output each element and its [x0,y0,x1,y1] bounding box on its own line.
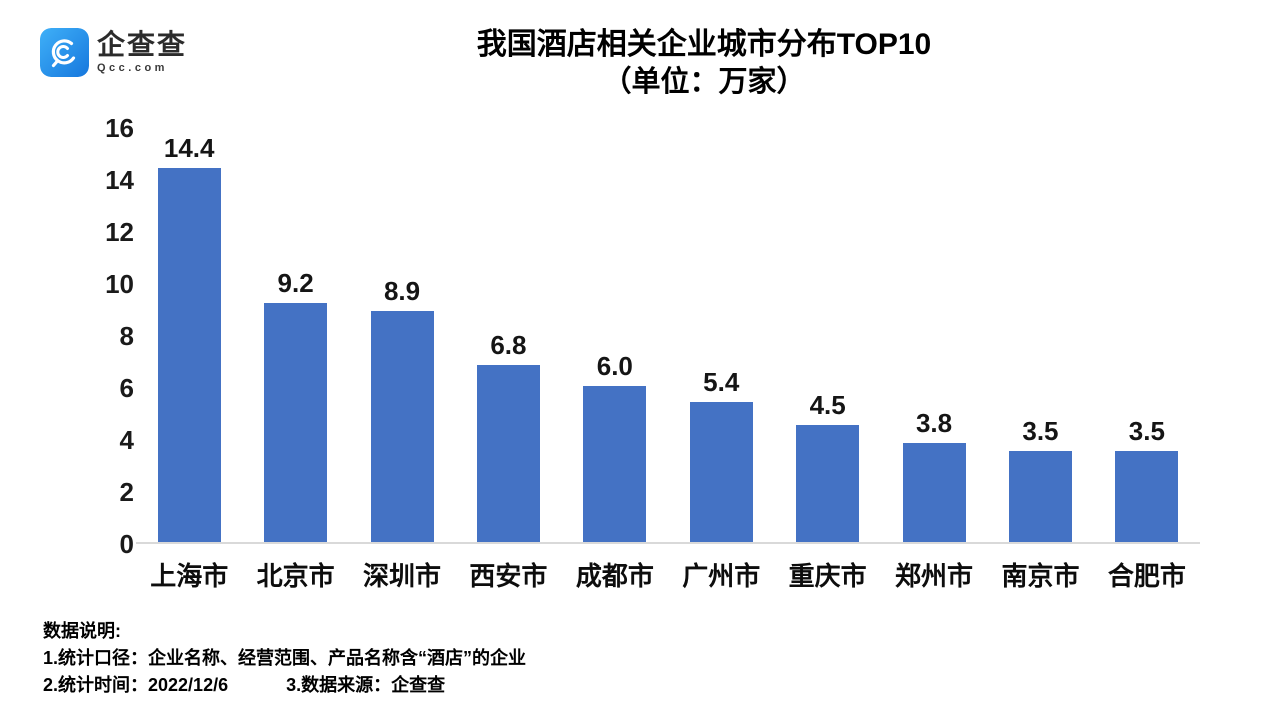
bar [902,443,966,542]
bar-group: 3.5 [987,418,1093,542]
x-axis-label: 郑州市 [895,561,974,591]
y-tick-label: 14 [105,165,134,195]
data-notes: 数据说明: 1.统计口径：企业名称、经营范围、产品名称含“酒店”的企业 2.统计… [43,618,526,699]
bar [476,365,540,542]
bar-value-label: 6.8 [490,330,527,361]
y-tick-label: 0 [119,529,134,559]
bar-value-label: 14.4 [163,132,215,163]
qcc-logo-text: 企查查 Qcc.com [97,31,187,74]
bar-value-label: 3.5 [1128,416,1165,446]
bar-group: 3.5 [1094,418,1200,542]
y-tick-label: 8 [119,321,134,351]
chart-title-unit: （单位：万家） [602,66,806,98]
x-axis-label: 广州市 [682,561,761,591]
x-axis: 上海市 北京市 深圳市 西安市 成都市 广州市 重庆市 郑州市 南京市 合肥市 [136,562,1200,590]
y-tick-label: 2 [119,477,134,507]
bar [157,167,221,542]
data-notes-source: 3.数据来源：企查查 [286,675,446,695]
bar-value-label: 6.0 [596,351,633,381]
x-axis-label: 南京市 [1001,561,1080,591]
y-tick-label: 10 [105,269,134,299]
bar-group: 8.9 [349,278,455,542]
bar-value-label: 5.4 [703,366,740,397]
qcc-logo-domain: Qcc.com [97,62,168,74]
bar-group: 14.4 [136,135,242,542]
x-axis-label: 重庆市 [788,561,867,591]
bar [796,425,860,542]
bar [370,310,434,542]
y-axis: 0 2 4 6 8 10 12 14 16 [60,115,134,557]
x-axis-label: 成都市 [575,561,654,591]
x-axis-label: 合肥市 [1107,561,1186,591]
qcc-logo-name: 企查查 [97,29,188,60]
bar-group: 9.2 [242,270,348,542]
bar [583,386,647,542]
bar-value-label: 9.2 [277,267,314,298]
bar [1008,451,1072,542]
data-notes-line1: 1.统计口径：企业名称、经营范围、产品名称含“酒店”的企业 [43,648,527,668]
data-notes-line2: 2.统计时间：2022/12/6 3.数据来源：企查查 [43,672,526,699]
bar [1115,451,1179,542]
y-tick-label: 16 [105,113,134,143]
bar [264,302,328,542]
bar-group: 5.4 [668,369,774,542]
qcc-magnifier-icon [40,28,89,77]
bar [689,401,753,542]
x-axis-label: 上海市 [150,561,229,591]
bar-group: 6.0 [562,353,668,542]
data-notes-time: 2.统计时间：2022/12/6 [43,675,229,695]
y-tick-label: 12 [105,217,134,247]
chart-title-line1: 我国酒店相关企业城市分布TOP10 [476,28,932,61]
x-axis-label: 北京市 [256,561,335,591]
bar-value-label: 3.8 [915,408,953,439]
bar-group: 6.8 [455,332,561,542]
data-notes-heading: 数据说明: [43,621,121,641]
qcc-logo: 企查查 Qcc.com [40,28,187,77]
bar-value-label: 8.9 [383,275,421,306]
y-tick-label: 6 [119,373,134,403]
plot-area: 14.4 9.2 8.9 6.8 6.0 5.4 4.5 3.8 3.5 3.5 [136,128,1200,544]
bar-group: 3.8 [881,410,987,542]
x-axis-label: 西安市 [469,561,548,591]
bar-group: 4.5 [774,392,880,542]
x-axis-label: 深圳市 [363,561,442,591]
bar-value-label: 4.5 [809,390,846,420]
y-tick-label: 4 [119,425,134,455]
bar-value-label: 3.5 [1022,416,1059,446]
chart-title: 我国酒店相关企业城市分布TOP10 （单位：万家） [140,26,1268,100]
